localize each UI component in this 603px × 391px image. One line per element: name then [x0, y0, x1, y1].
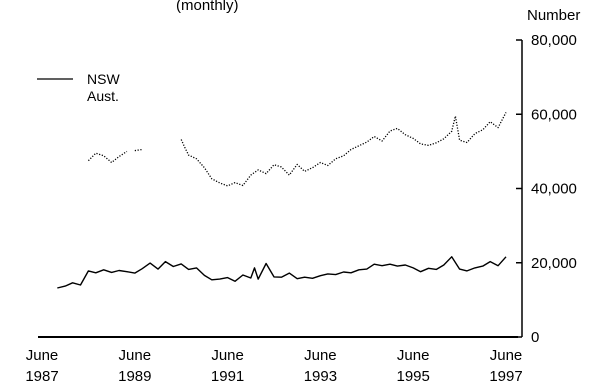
- y-axis-label: Number: [527, 7, 580, 24]
- x-tick-label-month: June: [119, 347, 152, 364]
- x-tick-label-month: June: [26, 347, 59, 364]
- series-line-aust: [87, 150, 128, 164]
- x-tick-label-year: 1987: [25, 368, 58, 385]
- x-tick-label-year: 1993: [304, 368, 337, 385]
- legend-aust-label: Aust.: [87, 88, 119, 104]
- series-layer: [57, 112, 507, 289]
- series-line-aust: [180, 112, 507, 187]
- y-tick-label: 80,000: [531, 32, 577, 49]
- y-tick-label: 60,000: [531, 106, 577, 123]
- x-tick-label-month: June: [397, 347, 430, 364]
- x-tick-label-year: 1997: [489, 368, 522, 385]
- y-tick-label: 20,000: [531, 255, 577, 272]
- x-tick-label-month: June: [304, 347, 337, 364]
- x-tick-label-year: 1991: [211, 368, 244, 385]
- series-line-aust: [134, 148, 143, 152]
- x-tick-label-month: June: [211, 347, 244, 364]
- series-line-nsw: [57, 256, 507, 289]
- x-tick-label-month: June: [490, 347, 523, 364]
- legend: NSW Aust.: [37, 71, 120, 104]
- y-ticks: 0 20,000 40,000 60,000 80,000: [516, 32, 577, 346]
- y-tick-label: 40,000: [531, 181, 577, 198]
- chart-title-fragment: (monthly): [176, 0, 239, 14]
- x-ticks: June 1987 June 1989 June 1991 June 1993 June 1995…: [25, 347, 522, 385]
- x-tick-label-year: 1995: [397, 368, 430, 385]
- y-tick-label: 0: [531, 329, 539, 346]
- legend-nsw-label: NSW: [87, 71, 120, 87]
- x-tick-label-year: 1989: [118, 368, 151, 385]
